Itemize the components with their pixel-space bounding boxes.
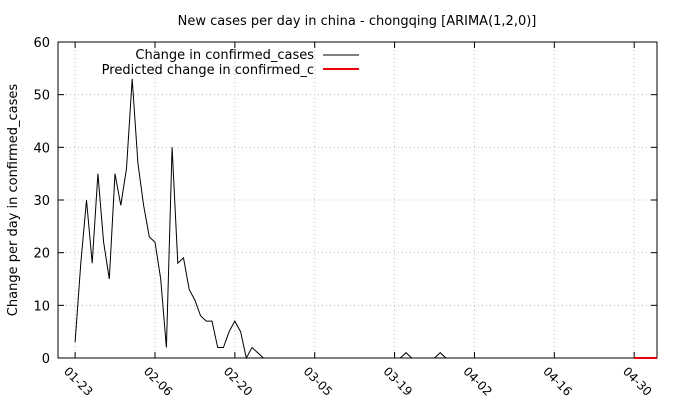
x-tick-label: 04-30 (620, 364, 655, 399)
y-tick-label: 50 (33, 89, 50, 104)
x-tick-label: 02-06 (141, 364, 176, 399)
y-tick-label: 60 (33, 36, 50, 51)
legend-label-predicted: Predicted change in confirmed_c (102, 63, 314, 78)
series-lines (74, 78, 657, 360)
axis-ticks: 0 10 20 30 40 50 60 01-23 02-06 02-20 03-05 03-19 04… (33, 36, 657, 399)
y-axis-label: Change per day in confirmed_cases (6, 84, 21, 317)
y-tick-label: 40 (33, 141, 50, 156)
x-tick-label: 04-16 (540, 364, 575, 399)
x-tick-label: 03-05 (301, 364, 336, 399)
y-tick-label: 30 (33, 194, 50, 209)
x-tick-label: 04-02 (460, 364, 495, 399)
x-tick-label: 02-20 (221, 364, 256, 399)
grid-lines (58, 42, 657, 358)
series-line-actual (399, 352, 413, 359)
series-line-actual (434, 352, 447, 359)
x-tick-label: 01-23 (61, 364, 96, 399)
y-tick-label: 10 (33, 299, 50, 314)
plot-frame (57, 41, 658, 359)
legend-label-actual: Change in confirmed_cases (135, 48, 314, 63)
series-line-actual (74, 78, 270, 360)
chart-title: New cases per day in china - chongqing [… (178, 14, 537, 29)
y-tick-label: 0 (42, 352, 50, 367)
legend: Change in confirmed_cases Predicted chan… (102, 48, 359, 78)
y-tick-label: 20 (33, 247, 50, 262)
x-tick-label: 03-19 (380, 364, 415, 399)
